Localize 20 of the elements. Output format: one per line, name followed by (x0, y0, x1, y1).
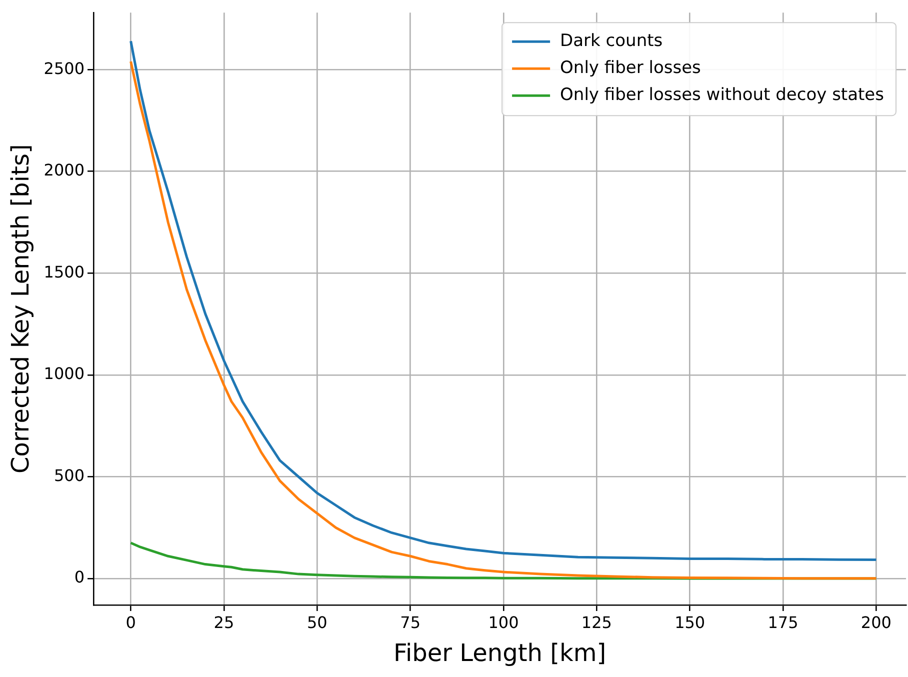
x-tick-label: 75 (400, 612, 420, 632)
x-tick-label: 0 (126, 612, 136, 632)
legend-label: Dark counts (560, 31, 663, 52)
y-tick-label: 1000 (44, 364, 85, 384)
legend-label: Only fiber losses without decoy states (560, 85, 884, 106)
x-tick-label: 125 (581, 612, 612, 632)
x-tick-label: 200 (860, 612, 892, 632)
y-axis-title: Corrected Key Length [bits] (6, 144, 35, 474)
legend-label: Only fiber losses (560, 58, 702, 78)
y-tick-label: 2000 (44, 160, 85, 180)
x-tick-label: 50 (306, 612, 328, 632)
x-tick-label: 175 (768, 612, 798, 632)
y-tick-label: 2500 (44, 58, 85, 78)
x-tick-label: 150 (674, 612, 706, 632)
x-tick-label: 25 (214, 612, 234, 632)
x-tick-label: 100 (488, 612, 519, 632)
x-axis-title: Fiber Length [km] (393, 638, 606, 667)
y-tick-label: 500 (54, 466, 85, 485)
y-tick-label: 0 (74, 568, 85, 587)
y-tick-label: 1500 (44, 262, 85, 282)
